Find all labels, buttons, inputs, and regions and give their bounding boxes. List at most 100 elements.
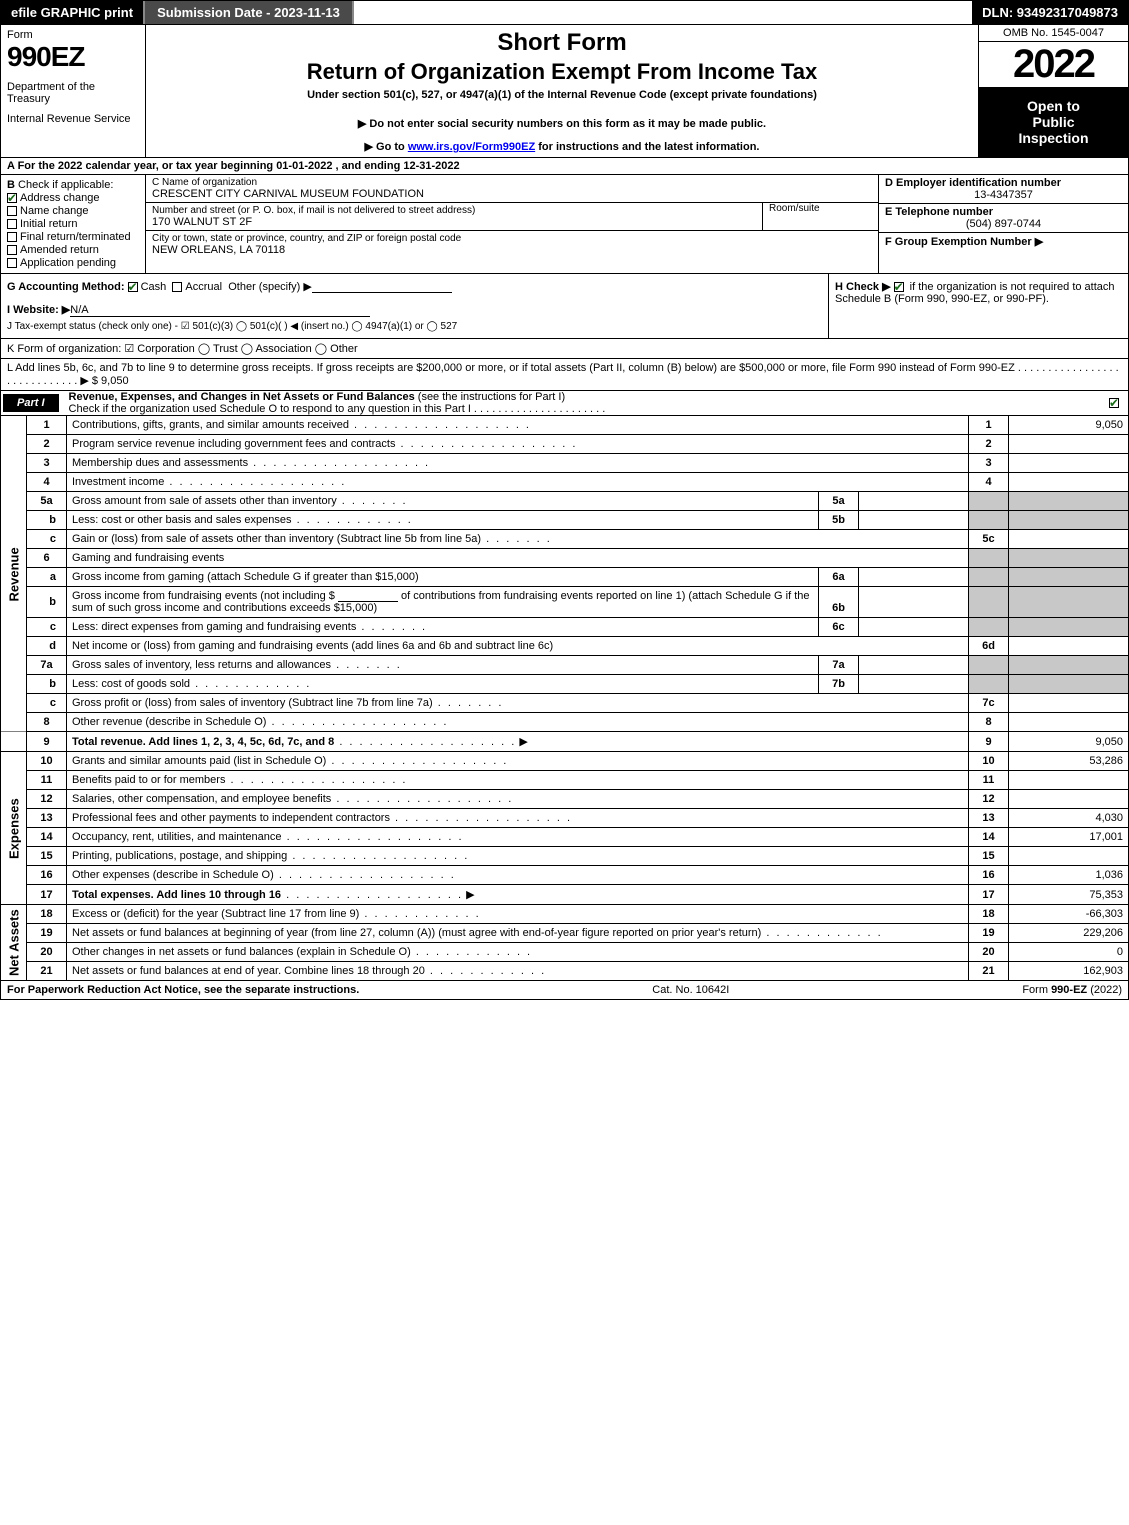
checkbox-icon (7, 232, 17, 242)
chk-accrual[interactable] (172, 282, 182, 292)
l2-amt (1009, 435, 1129, 454)
l7b-sv (859, 675, 969, 694)
return-title: Return of Organization Exempt From Incom… (154, 59, 970, 85)
l20-desc: Other changes in net assets or fund bala… (67, 943, 969, 962)
l3-desc: Membership dues and assessments (67, 454, 969, 473)
chk-name-change[interactable]: Name change (7, 205, 139, 217)
l9-amt: 9,050 (1009, 732, 1129, 752)
l20-num: 20 (27, 943, 67, 962)
l17-num: 17 (27, 885, 67, 905)
d-label: D Employer identification number (885, 177, 1122, 189)
cash-label: Cash (141, 281, 167, 293)
row-city: City or town, state or province, country… (146, 231, 878, 258)
l21-desc: Net assets or fund balances at end of ye… (67, 962, 969, 981)
checkbox-icon (7, 193, 17, 203)
l12-amt (1009, 790, 1129, 809)
chk-label: Address change (20, 192, 100, 204)
l6c-sv (859, 618, 969, 637)
l15-desc: Printing, publications, postage, and shi… (67, 847, 969, 866)
chk-schedule-b[interactable] (894, 282, 904, 292)
l16-num: 16 (27, 866, 67, 885)
l2-num: 2 (27, 435, 67, 454)
accrual-label: Accrual (185, 281, 222, 293)
checkbox-icon (7, 206, 17, 216)
org-name: CRESCENT CITY CARNIVAL MUSEUM FOUNDATION (152, 188, 872, 200)
l6c-sl: 6c (819, 618, 859, 637)
dept-treasury: Department of the Treasury (7, 81, 139, 105)
other-input[interactable] (312, 281, 452, 293)
l5c-amt (1009, 530, 1129, 549)
line-a-tax-year: A For the 2022 calendar year, or tax yea… (0, 158, 1129, 175)
l8-amt (1009, 713, 1129, 732)
row-org-name: C Name of organization CRESCENT CITY CAR… (146, 175, 878, 203)
chk-final-return[interactable]: Final return/terminated (7, 231, 139, 243)
l11-amt (1009, 771, 1129, 790)
l17-d: Total expenses. Add lines 10 through 16 (72, 889, 281, 901)
chk-amended-return[interactable]: Amended return (7, 244, 139, 256)
row-d-ein: D Employer identification number 13-4347… (879, 175, 1128, 204)
l7b-grey (969, 675, 1009, 694)
l5a-grey2 (1009, 492, 1129, 511)
b-checkif: Check if applicable: (18, 179, 113, 191)
efile-label[interactable]: efile GRAPHIC print (1, 1, 143, 24)
b-label: B (7, 179, 15, 191)
checkbox-icon (7, 258, 17, 268)
row-j: J Tax-exempt status (check only one) - ☑… (7, 321, 822, 332)
l3-num: 3 (27, 454, 67, 473)
l5b-desc: Less: cost or other basis and sales expe… (67, 511, 819, 530)
open-inspection: Open to Public Inspection (979, 87, 1128, 157)
l18-num: 18 (27, 905, 67, 924)
netassets-sidelabel: Net Assets (1, 905, 27, 981)
goto-post: for instructions and the latest informat… (535, 141, 759, 153)
l6-grey2 (1009, 549, 1129, 568)
l6b-sl: 6b (819, 587, 859, 618)
dept-irs: Internal Revenue Service (7, 113, 139, 125)
col-b-checkboxes: B Check if applicable: Address change Na… (1, 175, 146, 273)
revenue-sidelabel: Revenue (1, 416, 27, 732)
row-l-text: L Add lines 5b, 6c, and 7b to line 9 to … (7, 362, 1119, 387)
l11-desc: Benefits paid to or for members (67, 771, 969, 790)
d-val: 13-4347357 (885, 189, 1122, 201)
footer-right-bold: 990-EZ (1051, 984, 1087, 996)
l20-amt: 0 (1009, 943, 1129, 962)
l6b-desc: Gross income from fundraising events (no… (67, 587, 819, 618)
l8-num: 8 (27, 713, 67, 732)
l1-amt: 9,050 (1009, 416, 1129, 435)
short-form-title: Short Form (154, 29, 970, 57)
l14-lbl: 14 (969, 828, 1009, 847)
l8-desc: Other revenue (describe in Schedule O) (67, 713, 969, 732)
l6a-desc: Gross income from gaming (attach Schedul… (67, 568, 819, 587)
l9-desc: Total revenue. Add lines 1, 2, 3, 4, 5c,… (67, 732, 969, 752)
h-label: H Check ▶ (835, 281, 891, 293)
l17-lbl: 17 (969, 885, 1009, 905)
l13-lbl: 13 (969, 809, 1009, 828)
do-not-ssn: ▶ Do not enter social security numbers o… (154, 117, 970, 130)
goto-line: ▶ Go to www.irs.gov/Form990EZ for instru… (154, 140, 970, 153)
l19-lbl: 19 (969, 924, 1009, 943)
i-label: I Website: ▶ (7, 304, 70, 316)
row-street: Number and street (or P. O. box, if mail… (146, 203, 878, 231)
chk-initial-return[interactable]: Initial return (7, 218, 139, 230)
part1-schedule-o-chk[interactable] (1109, 397, 1122, 409)
chk-address-change[interactable]: Address change (7, 192, 139, 204)
l19-desc: Net assets or fund balances at beginning… (67, 924, 969, 943)
chk-cash[interactable] (128, 282, 138, 292)
part1-header: Part I Revenue, Expenses, and Changes in… (0, 391, 1129, 416)
l6d-lbl: 6d (969, 637, 1009, 656)
part1-tab: Part I (3, 394, 59, 412)
l6b-blank[interactable] (338, 590, 398, 602)
l6a-grey2 (1009, 568, 1129, 587)
l10-desc: Grants and similar amounts paid (list in… (67, 752, 969, 771)
l7a-sl: 7a (819, 656, 859, 675)
goto-link[interactable]: www.irs.gov/Form990EZ (408, 141, 535, 153)
l19-num: 19 (27, 924, 67, 943)
l13-desc: Professional fees and other payments to … (67, 809, 969, 828)
row-l: L Add lines 5b, 6c, and 7b to line 9 to … (0, 359, 1129, 391)
l3-amt (1009, 454, 1129, 473)
chk-application-pending[interactable]: Application pending (7, 257, 139, 269)
l7c-lbl: 7c (969, 694, 1009, 713)
l5a-num: 5a (27, 492, 67, 511)
l6d-desc: Net income or (loss) from gaming and fun… (67, 637, 969, 656)
city-val: NEW ORLEANS, LA 70118 (152, 244, 872, 256)
part1-sub: (see the instructions for Part I) (418, 391, 565, 403)
